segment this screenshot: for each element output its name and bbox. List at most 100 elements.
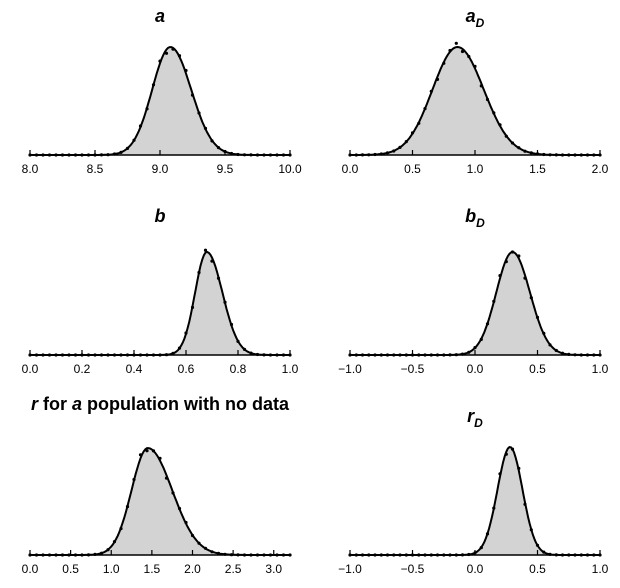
sample-point bbox=[492, 299, 496, 303]
sample-point bbox=[171, 491, 175, 495]
panel-a: a 8.0 8.5 9.0 9.5 10.0 bbox=[22, 6, 302, 176]
sample-point bbox=[485, 322, 490, 326]
sample-point bbox=[479, 84, 483, 88]
sample-point bbox=[197, 111, 201, 115]
sample-point bbox=[203, 248, 208, 252]
sample-point bbox=[523, 276, 527, 280]
x-tick-label: 0.5 bbox=[529, 562, 546, 576]
x-tick-label: −1.0 bbox=[338, 562, 362, 576]
sample-point bbox=[535, 543, 540, 547]
density-area bbox=[30, 448, 290, 555]
x-tick-label: 3.0 bbox=[265, 562, 282, 576]
sample-point bbox=[404, 140, 408, 144]
panel-b: b 0.0 0.2 0.4 0.6 0.8 1.0 bbox=[22, 206, 299, 376]
title-subscript: D bbox=[476, 216, 485, 230]
sample-point bbox=[398, 145, 402, 149]
sample-point bbox=[510, 250, 515, 254]
sample-point bbox=[479, 337, 483, 341]
sample-point bbox=[498, 123, 502, 127]
sample-point bbox=[467, 54, 471, 59]
sample-point bbox=[479, 546, 483, 550]
sample-point bbox=[158, 456, 162, 460]
density-curve bbox=[350, 446, 600, 556]
sample-point bbox=[138, 453, 143, 457]
panel-r: r for a population with no data 0.0 0.5 1.0… bbox=[22, 394, 292, 576]
sample-point bbox=[510, 141, 515, 145]
density-curve bbox=[350, 250, 600, 356]
sample-point bbox=[529, 528, 533, 532]
x-tick-label: 0.6 bbox=[178, 362, 195, 376]
title-part-italic: r bbox=[31, 394, 39, 414]
title-subscript: D bbox=[474, 416, 483, 430]
panel-title-r: r for a population with no data bbox=[31, 394, 290, 414]
sample-point bbox=[132, 477, 136, 482]
x-tick-label: −1.0 bbox=[338, 362, 362, 376]
title-main: a bbox=[155, 6, 165, 26]
sample-point bbox=[171, 47, 175, 51]
sample-point bbox=[138, 124, 143, 128]
panel-title-a: a bbox=[155, 6, 165, 26]
sample-point bbox=[504, 452, 508, 456]
sample-point bbox=[249, 351, 253, 355]
sample-point bbox=[498, 472, 502, 476]
x-tick-label: −0.5 bbox=[401, 562, 425, 576]
sample-point bbox=[99, 551, 104, 555]
x-tick-label: −0.5 bbox=[401, 362, 425, 376]
x-tick-label: 9.0 bbox=[152, 162, 169, 176]
sample-point bbox=[517, 466, 521, 470]
x-tick-label: 0.0 bbox=[342, 162, 359, 176]
x-tick-label: 1.5 bbox=[144, 562, 161, 576]
panel-title-bD: bD bbox=[465, 206, 485, 230]
sample-point bbox=[158, 59, 162, 63]
x-tick-label: 0.0 bbox=[22, 562, 39, 576]
x-tick-label: 0.0 bbox=[467, 562, 484, 576]
x-tick-label: 1.0 bbox=[467, 162, 484, 176]
sample-point bbox=[535, 315, 540, 319]
sample-point bbox=[197, 541, 201, 545]
x-tick-label: 0.5 bbox=[404, 162, 421, 176]
x-tick-label: 2.0 bbox=[592, 162, 609, 176]
title-main: b bbox=[155, 206, 166, 226]
sample-point bbox=[125, 505, 130, 509]
title-part: population with no data bbox=[82, 394, 290, 414]
sample-point bbox=[151, 449, 156, 453]
panel-title-b: b bbox=[155, 206, 166, 226]
sample-point bbox=[429, 89, 433, 93]
title-subscript: D bbox=[476, 16, 485, 30]
sample-point bbox=[435, 77, 440, 81]
sample-point bbox=[210, 139, 214, 143]
sample-point bbox=[410, 131, 415, 135]
x-tick-label: 0.2 bbox=[74, 362, 91, 376]
sample-point bbox=[177, 54, 182, 58]
x-tick-label: 10.0 bbox=[278, 162, 302, 176]
sample-point bbox=[517, 254, 521, 258]
panel-title-rD: rD bbox=[467, 406, 483, 430]
sample-point bbox=[236, 339, 240, 343]
sample-point bbox=[473, 64, 477, 68]
sample-point bbox=[529, 151, 533, 155]
panel-bD: bD −1.0 −0.5 0.0 0.5 1.0 bbox=[338, 206, 609, 376]
x-tick-label: 0.4 bbox=[126, 362, 143, 376]
sample-point bbox=[485, 532, 490, 536]
sample-point bbox=[473, 346, 477, 350]
sample-point bbox=[177, 346, 182, 350]
sample-point bbox=[125, 146, 130, 150]
sample-point bbox=[203, 126, 208, 130]
sample-point bbox=[190, 533, 195, 538]
sample-point bbox=[385, 151, 390, 155]
title-main: a bbox=[466, 6, 476, 26]
x-tick-label: 2.0 bbox=[184, 562, 201, 576]
x-tick-label: 0.8 bbox=[230, 362, 247, 376]
sample-point bbox=[242, 347, 247, 351]
sample-point bbox=[203, 546, 208, 550]
sample-point bbox=[554, 348, 558, 353]
x-tick-label: 8.5 bbox=[87, 162, 104, 176]
sample-point bbox=[448, 48, 452, 53]
sample-point bbox=[467, 350, 471, 354]
sample-point bbox=[529, 296, 533, 300]
sample-point bbox=[498, 274, 502, 278]
sample-point bbox=[119, 150, 123, 154]
sample-point bbox=[132, 138, 136, 142]
sample-point bbox=[164, 51, 169, 55]
